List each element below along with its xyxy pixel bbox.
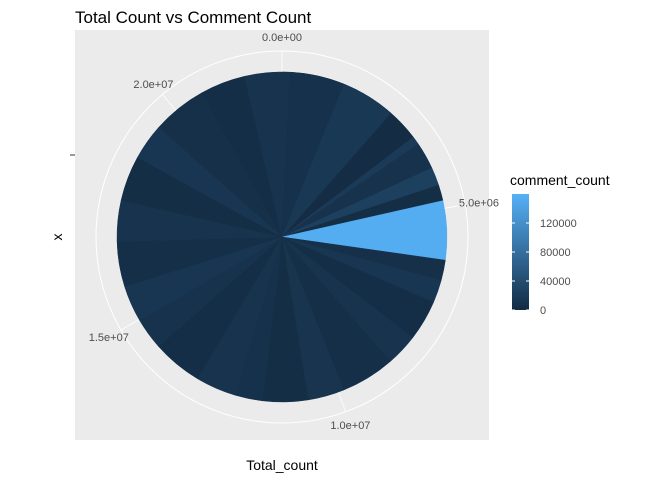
theta-tick-label: 1.0e+07 xyxy=(330,420,370,432)
legend-tick-label: 120000 xyxy=(540,218,577,230)
legend-tick-label: 80000 xyxy=(540,247,571,259)
theta-tick-label: 5.0e+06 xyxy=(459,197,499,209)
legend-title: comment_count xyxy=(510,172,610,188)
theta-tick-label: 0.0e+00 xyxy=(262,32,302,44)
pie-slice xyxy=(281,83,392,238)
theta-tick-labels: 0.0e+00 5.0e+06 1.0e+07 1.5e+07 2.0e+07 xyxy=(89,32,499,432)
legend-tick-label: 40000 xyxy=(540,276,571,288)
chart-title: Total Count vs Comment Count xyxy=(75,8,311,27)
legend-colorbar xyxy=(512,194,529,310)
legend: comment_count 0 40000 80000 120000 xyxy=(510,172,610,317)
theta-tick-label: 1.5e+07 xyxy=(89,332,129,344)
y-axis-title: x xyxy=(49,234,65,241)
x-axis-title: Total_count xyxy=(246,457,318,473)
theta-tick-label: 2.0e+07 xyxy=(133,79,173,91)
legend-ticks: 0 40000 80000 120000 xyxy=(512,218,577,317)
legend-tick-label: 0 xyxy=(540,305,546,317)
pie-slices xyxy=(116,71,448,403)
